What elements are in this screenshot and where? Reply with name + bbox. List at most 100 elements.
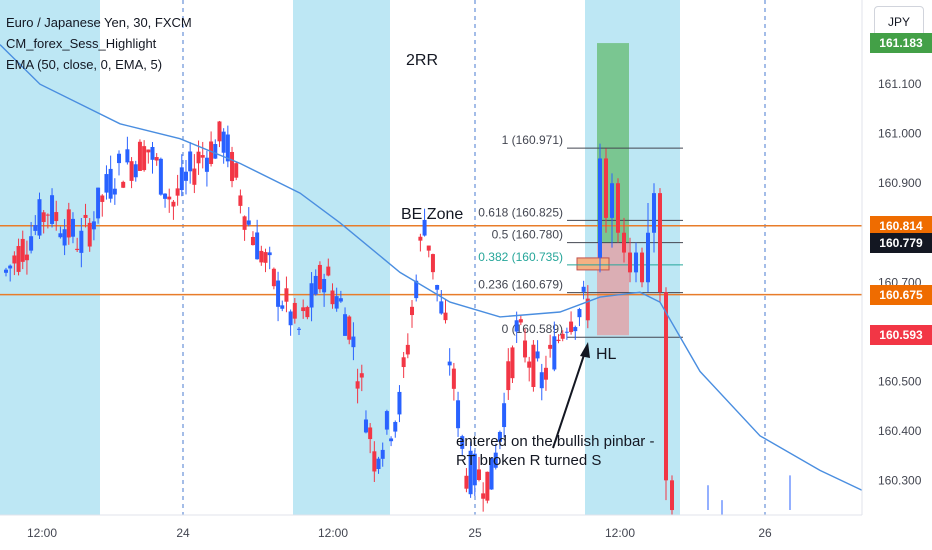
candle-body [443, 312, 448, 321]
candle-body [221, 131, 226, 153]
candle-body [129, 161, 134, 181]
ema-path [0, 44, 863, 491]
candle-body [8, 265, 13, 269]
candle-body [539, 372, 544, 389]
candle-body [183, 171, 188, 181]
candle-body [213, 144, 218, 159]
candle-body [338, 298, 343, 302]
candle-body [493, 452, 498, 468]
candle-body [255, 232, 260, 260]
candle-body [225, 134, 230, 162]
candle-body [100, 195, 105, 202]
candle-body [125, 149, 130, 163]
ema-indicator-label[interactable]: EMA (50, close, 0, EMA, 5) [6, 57, 163, 72]
candle-body [573, 327, 578, 332]
candle-body [410, 306, 415, 316]
symbol-title[interactable]: Euro / Japanese Yen, 30, FXCM [6, 15, 192, 30]
candle-body [422, 219, 427, 236]
fib-level-label: 1 (160.971) [502, 133, 563, 147]
price-tick-label: 160.400 [878, 424, 922, 438]
candle-body [531, 344, 536, 387]
candle-body [347, 316, 352, 340]
candle-body [569, 321, 574, 333]
price-tag: 160.779 [870, 233, 932, 254]
candle-body [376, 458, 381, 470]
trade-note: entered on the bullish pinbar - RT broke… [456, 433, 655, 469]
day-separators [182, 0, 766, 515]
session-indicator-label[interactable]: CM_forex_Sess_Highlight [6, 36, 157, 51]
candle-body [598, 158, 602, 258]
candle-body [523, 340, 528, 358]
candle-body [604, 158, 608, 218]
candle-body [359, 373, 364, 378]
price-axis: 161.100161.000160.900160.700160.500160.4… [861, 0, 932, 550]
candle-body [188, 151, 193, 172]
candle-body [548, 344, 553, 349]
candle-body [54, 212, 59, 222]
candle-body [276, 280, 281, 307]
candle-body [250, 236, 255, 246]
candle-body [150, 146, 155, 160]
candle-body [267, 252, 272, 256]
candle-body [12, 255, 17, 264]
candle-body [610, 183, 614, 218]
candle-body [167, 196, 172, 200]
candle-body [393, 421, 398, 432]
time-tick-label: 12:00 [318, 526, 348, 540]
candle-body [238, 195, 243, 206]
time-tick-label: 24 [176, 526, 190, 540]
candle-body [552, 336, 557, 370]
fib-level-label: 0 (160.589) [502, 322, 563, 336]
candle-body [351, 336, 356, 348]
candle-body [389, 438, 394, 442]
candle-body [246, 220, 251, 225]
candle-body [217, 121, 222, 142]
price-tick-label: 161.000 [878, 127, 922, 141]
candle-body [163, 193, 168, 199]
candle-body [489, 458, 494, 490]
be-zone-label: BE Zone [401, 206, 464, 223]
candle-body [29, 236, 34, 251]
candle-body [108, 168, 113, 199]
candle-body [16, 246, 21, 272]
candle-body [104, 174, 109, 193]
candle-body [117, 153, 122, 164]
candle-body [79, 230, 84, 253]
candle-body [560, 333, 565, 339]
candle-body [179, 167, 184, 191]
time-tick-label: 12:00 [27, 526, 57, 540]
candle-body [326, 266, 331, 276]
candle-body [502, 403, 507, 428]
candle-body [133, 164, 138, 178]
candle-body [414, 280, 419, 299]
candle-body [158, 158, 163, 195]
candle-body [121, 181, 126, 188]
candle-body [24, 254, 29, 261]
candle-body [204, 157, 209, 172]
candle-body [581, 286, 586, 292]
candle-body [460, 436, 465, 449]
candle-body [430, 254, 435, 273]
candle-body [66, 209, 71, 238]
candle-body [301, 307, 306, 312]
candle-body [87, 222, 92, 247]
candle-body [209, 141, 214, 164]
candle-body [577, 309, 582, 318]
annotation-arrow [552, 342, 590, 449]
candle-body [309, 283, 314, 308]
candle-body [652, 193, 656, 233]
candle-body [259, 250, 264, 263]
candle-body [464, 475, 469, 489]
price-tick-label: 160.900 [878, 176, 922, 190]
candle-body [664, 292, 668, 481]
candle-body [271, 268, 276, 287]
candle-body [41, 212, 46, 222]
entry-candle-box [576, 257, 610, 271]
candle-body [485, 471, 490, 501]
candle-body [456, 400, 461, 429]
candle-body [514, 320, 519, 332]
candle-body [426, 245, 431, 251]
candle-body [401, 357, 406, 368]
candle-body [58, 233, 63, 238]
